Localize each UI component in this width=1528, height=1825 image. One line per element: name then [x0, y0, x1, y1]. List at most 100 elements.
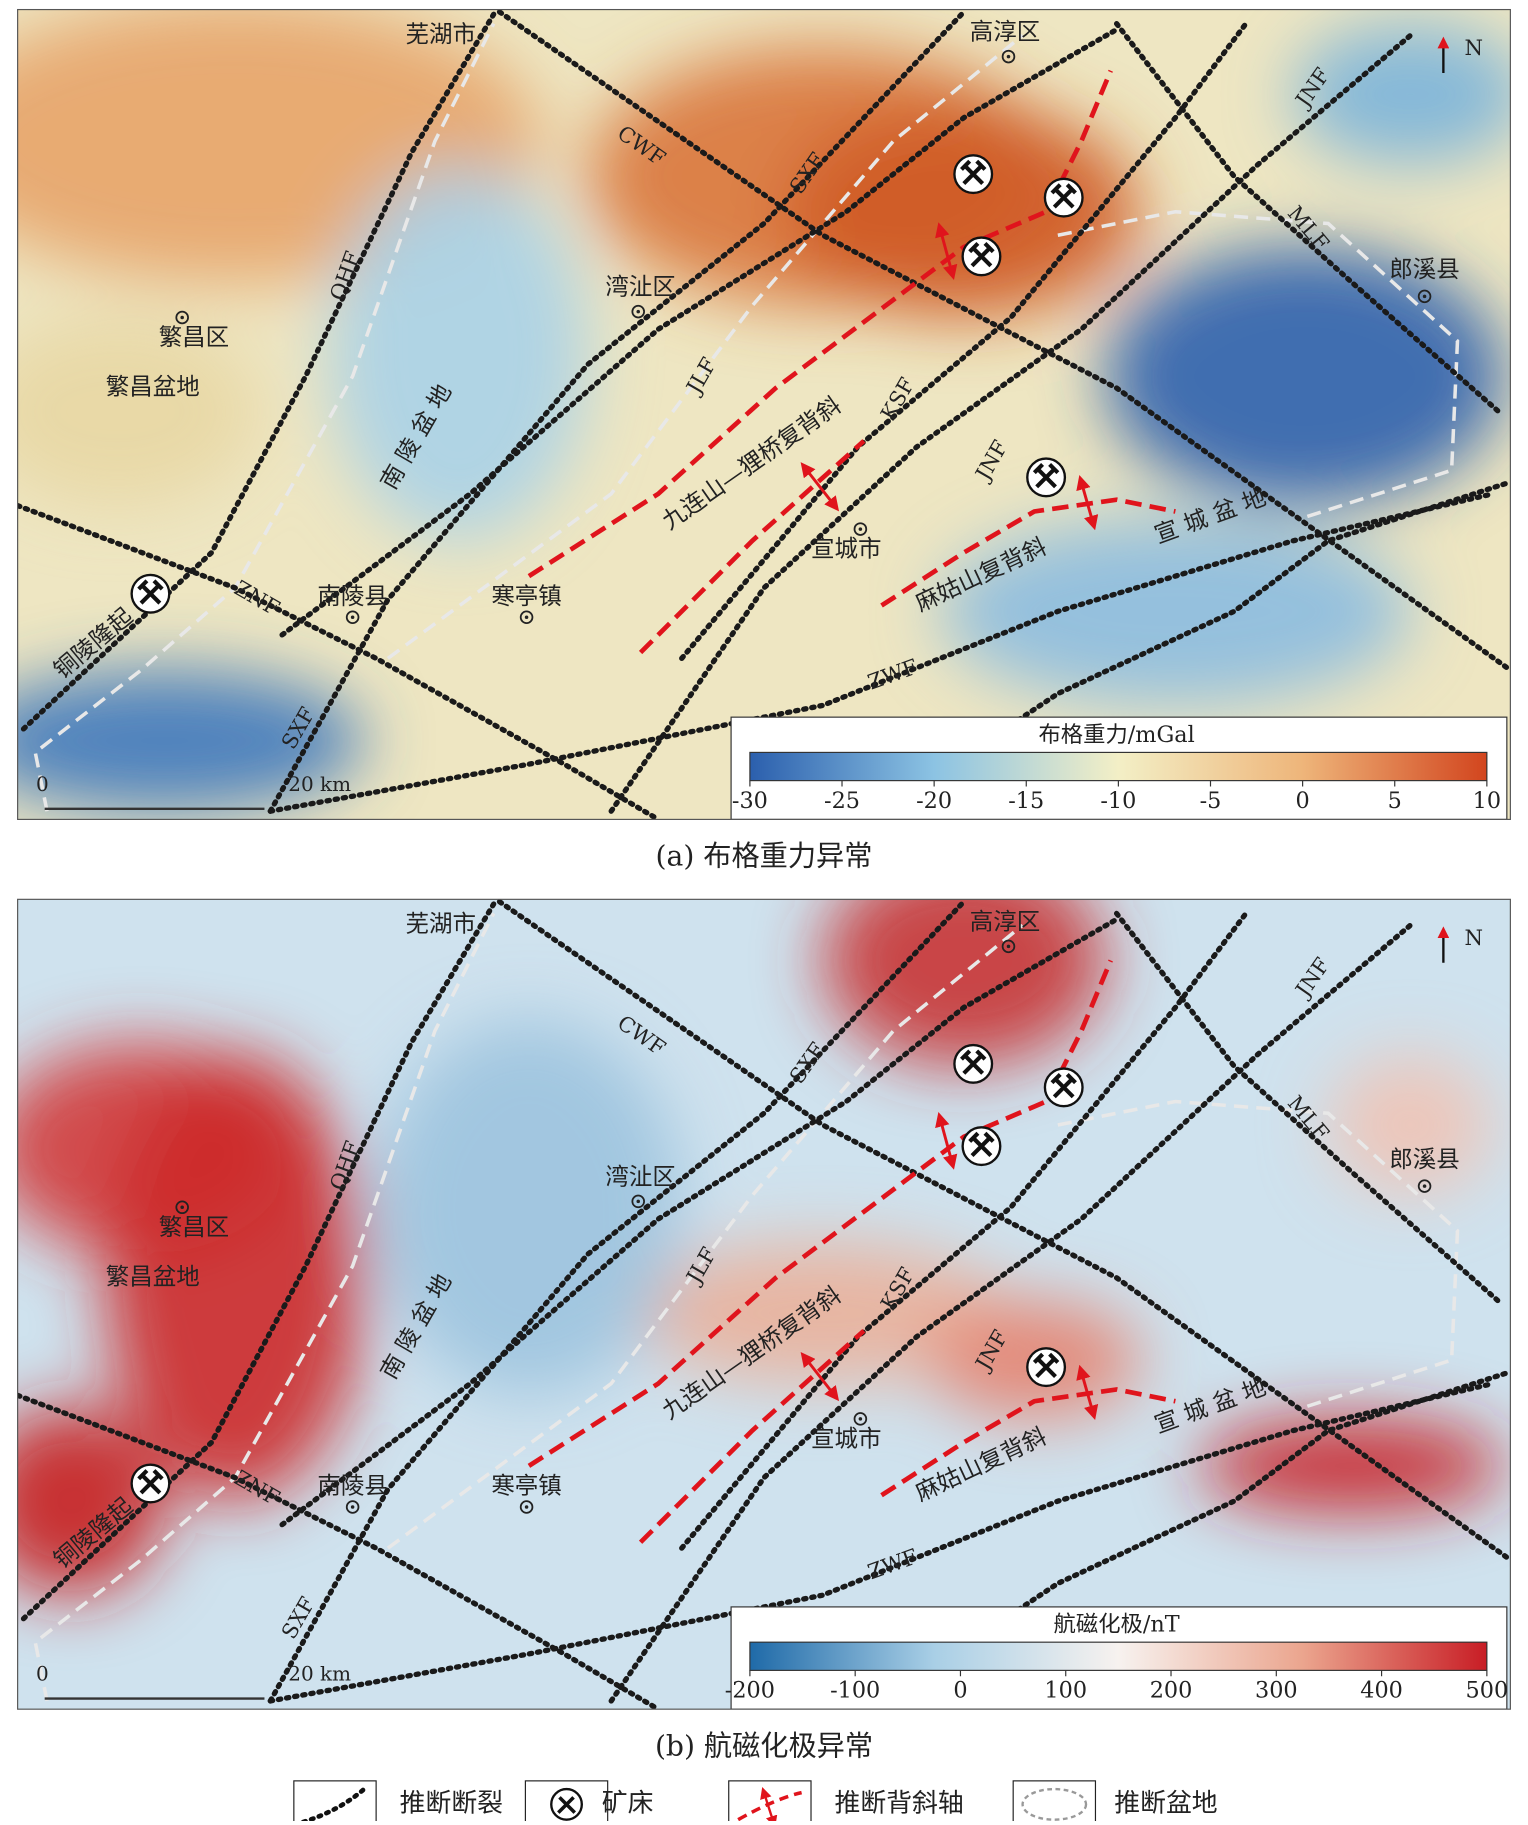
mine-symbol-picks — [137, 1469, 164, 1495]
town-dot-center — [1006, 54, 1011, 59]
colorbar-tick-label: -5 — [1200, 788, 1222, 814]
anticline-axis — [880, 1387, 1176, 1498]
mine-symbol-picks — [1050, 1073, 1077, 1099]
anticline-axis — [880, 497, 1176, 608]
place-label: 繁昌盆地 — [106, 1262, 200, 1290]
fault-line — [17, 1392, 661, 1710]
map-panel: 芜湖市 高淳区湾沚区繁昌区繁昌盆地南陵县 寒亭镇宣城市郎溪县南 陵 盆 地九连山—狸… — [17, 898, 1511, 1762]
town-dot — [631, 1194, 645, 1209]
town-dot-center — [180, 315, 184, 320]
anomaly-blob — [17, 1407, 165, 1596]
fault-line — [267, 1380, 1496, 1704]
colorbar-tick-label: -10 — [1100, 788, 1136, 814]
scale-end: 20 km — [288, 1662, 351, 1686]
town-dot-center — [858, 1417, 863, 1421]
map-frame — [17, 8, 1511, 820]
north-label: N — [1465, 35, 1484, 60]
town-dot — [345, 610, 360, 625]
mine-symbol-picks — [137, 579, 164, 605]
mine-symbol-picks — [968, 1131, 995, 1158]
colorbar-tick-label: -20 — [916, 788, 952, 814]
legend-label: 推断盆地 — [1114, 1788, 1217, 1818]
legend-label: 推断断裂 — [400, 1788, 503, 1818]
place-label: 高淳区 — [970, 907, 1041, 935]
anticline-axis — [527, 959, 1113, 1468]
colorbar-tick-label: 100 — [1044, 1678, 1087, 1704]
anomaly-blob — [822, 899, 1105, 1067]
fault-line — [279, 916, 1120, 1528]
town-dot — [1001, 49, 1016, 64]
town-dot — [175, 310, 189, 325]
legend-box — [1012, 1780, 1097, 1825]
colorbar-tick-label: 500 — [1466, 1678, 1509, 1704]
colorbar-title: 航磁化极/nT — [1054, 1612, 1180, 1638]
legend-anticline-arrow — [760, 1787, 778, 1825]
anticline-arrow — [1076, 1364, 1099, 1421]
town-dot-center — [636, 1199, 640, 1204]
map-area: 芜湖市 高淳区湾沚区繁昌区繁昌盆地南陵县 寒亭镇宣城市郎溪县南 陵 盆 地九连山—狸… — [17, 899, 1511, 1710]
town-dot — [1417, 1179, 1432, 1193]
place-label: 高淳区 — [970, 18, 1041, 46]
town-dot — [345, 1500, 360, 1514]
anomaly-blob — [17, 317, 259, 506]
colorbar — [749, 1641, 1488, 1671]
fault-line — [267, 491, 1496, 814]
colorbar-tick-label: -100 — [830, 1678, 880, 1704]
place-label: 南陵县 — [317, 582, 388, 610]
colorbar-tick-label: 200 — [1150, 1678, 1193, 1704]
anticline-arrow — [800, 1351, 840, 1402]
place-label: 宣城市 — [811, 1425, 882, 1453]
place-label: 繁昌区 — [159, 323, 230, 351]
fault-line — [679, 21, 1249, 662]
anomaly-blob — [105, 1054, 365, 1502]
colorbar-tick-label: 0 — [1296, 788, 1310, 814]
place-label: 郎溪县 — [1389, 1145, 1460, 1173]
anomaly-field — [17, 899, 1505, 1596]
mine-symbol-picks — [1032, 462, 1060, 489]
legend-fault — [300, 1784, 370, 1825]
legend-mine-picks — [557, 1796, 577, 1814]
colorbar-tick-label: -200 — [725, 1678, 775, 1704]
town-dot-center — [1422, 1184, 1427, 1188]
anticline-axis — [527, 69, 1113, 579]
town-dot — [175, 1200, 189, 1215]
north-label: N — [1465, 925, 1484, 950]
scale-end: 20 km — [288, 772, 351, 796]
anticline-arrow — [935, 1112, 958, 1170]
place-label: 宣城市 — [811, 535, 882, 563]
town-dot-center — [350, 1505, 355, 1509]
legend-box — [293, 1780, 377, 1825]
place-label: 寒亭镇 — [491, 582, 562, 610]
mine-symbol-picks — [968, 242, 995, 268]
anomaly-field — [17, 9, 1511, 812]
mine-symbol-picks — [960, 159, 987, 185]
town-dot-center — [524, 615, 529, 620]
anomaly-blob — [376, 1019, 682, 1396]
fault-line — [608, 32, 1414, 814]
town-dot-center — [524, 1505, 529, 1509]
place-label: 湾沚区 — [605, 273, 675, 301]
town-dot — [519, 610, 534, 625]
place-label: 郎溪县 — [1389, 255, 1460, 283]
town-dot-center — [1006, 944, 1011, 949]
fault-line — [1113, 21, 1502, 415]
anomaly-blob — [1104, 246, 1505, 506]
scale-start: 0 — [36, 772, 49, 796]
colorbar-tick-label: 400 — [1360, 1678, 1403, 1704]
town-dot-center — [1422, 294, 1427, 299]
anticline-arrow — [935, 222, 958, 280]
town-dot — [853, 522, 868, 536]
anomaly-blob — [940, 517, 1411, 706]
anticline-arrow — [1076, 475, 1099, 531]
colorbar-tick-label: 300 — [1255, 1678, 1298, 1704]
anomaly-blob — [329, 164, 588, 541]
colorbar-tick-label: -15 — [1008, 788, 1044, 814]
anomaly-blob — [1198, 1418, 1505, 1513]
place-label: 芜湖市 — [406, 20, 477, 48]
mine-symbol-picks — [960, 1049, 987, 1075]
panel-caption: (b) 航磁化极异常 — [655, 1729, 873, 1762]
fault-line — [608, 922, 1414, 1704]
panel-caption: (a) 布格重力异常 — [656, 840, 873, 873]
